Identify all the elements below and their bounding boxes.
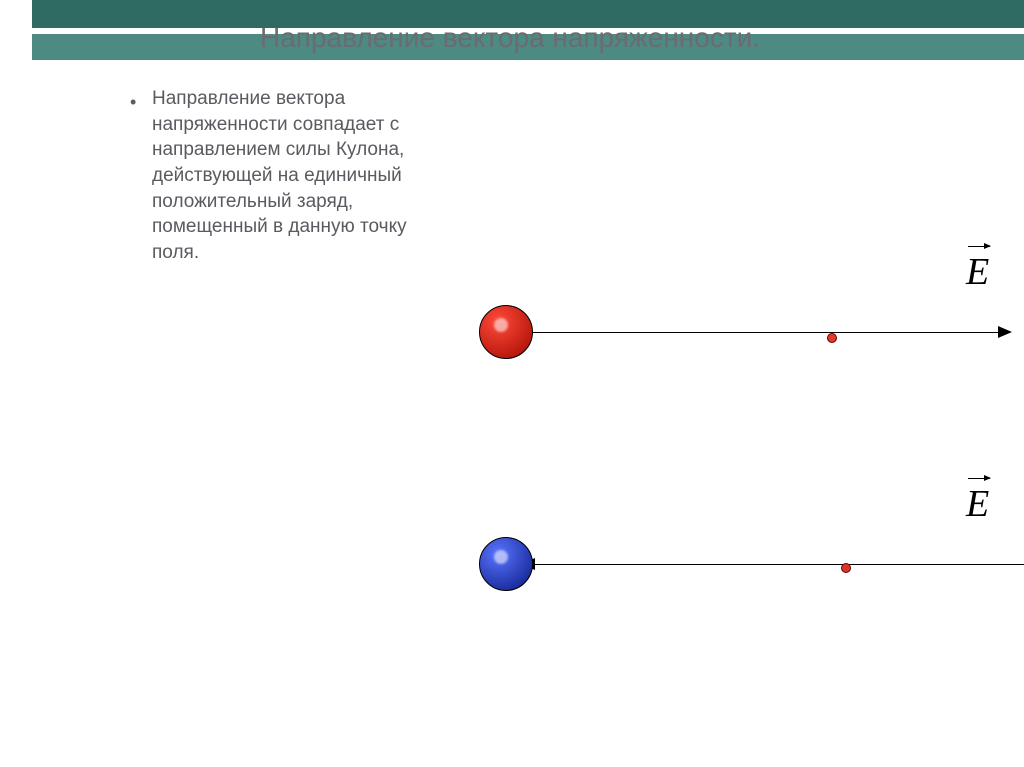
highlight-dot: [494, 550, 508, 564]
field-line-top: [533, 332, 1000, 333]
e-letter: E: [966, 483, 989, 525]
negative-charge: [479, 537, 533, 591]
e-letter: E: [966, 251, 989, 293]
highlight-dot: [494, 318, 508, 332]
e-vector-label-bottom: E: [966, 482, 989, 526]
slide: Направление вектора напряженности. • Нап…: [0, 0, 1024, 767]
positive-charge: [479, 305, 533, 359]
vector-arrow-icon: [968, 478, 990, 479]
field-line-bottom: [533, 564, 1024, 565]
test-charge-top: [827, 333, 837, 343]
e-vector-label-top: E: [966, 250, 989, 294]
arrow-right-icon: [998, 326, 1012, 338]
page-title: Направление вектора напряженности.: [260, 22, 760, 54]
body-text: Направление вектора напряженности совпад…: [152, 86, 412, 265]
test-charge-bottom: [841, 563, 851, 573]
bullet-icon: •: [130, 92, 136, 113]
vector-arrow-icon: [968, 246, 990, 247]
